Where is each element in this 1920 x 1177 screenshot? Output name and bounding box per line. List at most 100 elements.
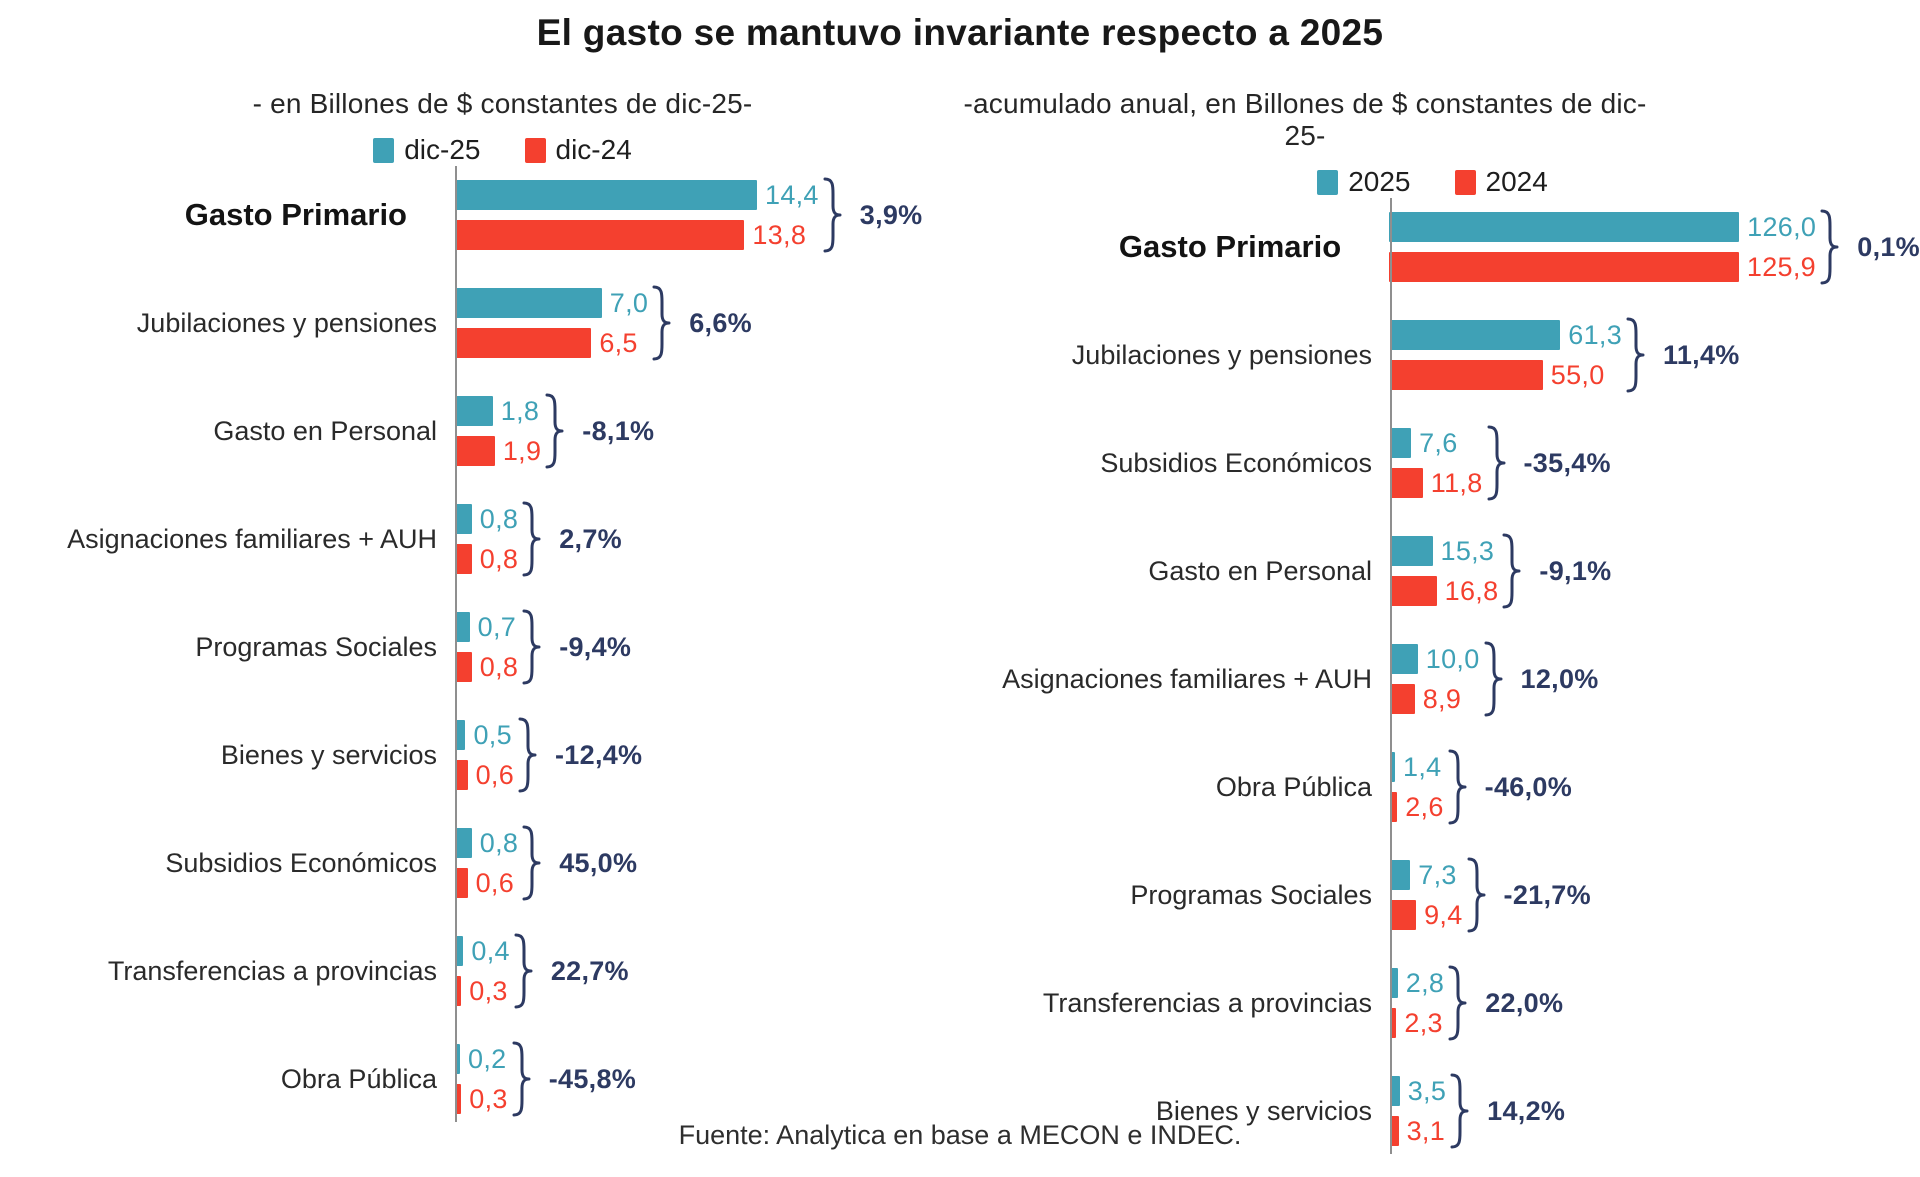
pct-change-label: 6,6% [689, 307, 752, 338]
category-label: Gasto en Personal [0, 415, 455, 448]
bar-2024 [1390, 684, 1415, 714]
bar-dic-25 [455, 1044, 460, 1074]
chart-row: Bienes y servicios 3,5 3,1 14,2% [945, 1072, 1920, 1150]
category-label-text: Gasto en Personal [213, 415, 437, 446]
brace-icon [1819, 208, 1839, 286]
pct-change-label: -9,1% [1539, 555, 1612, 586]
bar-line: 2,8 [1390, 968, 1444, 998]
bar-2024 [1390, 576, 1437, 606]
category-label: Programas Sociales [0, 631, 455, 664]
bar-line: 0,8 [455, 652, 518, 682]
bar-dic-24 [455, 868, 468, 898]
bar-2024 [1390, 792, 1398, 822]
bar-2025 [1389, 212, 1740, 242]
chart-header: - en Billones de $ constantes de dic-25-… [0, 88, 945, 166]
bar-line: 3,1 [1390, 1116, 1446, 1146]
bar-line: 126,0 [1389, 212, 1816, 242]
category-label: Bienes y servicios [945, 1095, 1390, 1128]
bar-line: 11,8 [1390, 468, 1483, 498]
bar-2024 [1390, 900, 1417, 930]
bar-dic-24 [455, 760, 468, 790]
category-label-text: Obra Pública [280, 1063, 437, 1094]
bar-2024 [1389, 252, 1739, 282]
bar-line: 0,3 [455, 1084, 508, 1114]
bar-dic-25 [455, 828, 472, 858]
bar-pair: 126,0 125,9 [1389, 212, 1816, 282]
charts-container: - en Billones de $ constantes de dic-25-… [0, 54, 1920, 1154]
legend-item-dic25: dic-25 [373, 134, 481, 166]
chart-row: Programas Sociales 0,7 0,8 -9,4% [0, 608, 945, 686]
brace-icon [1501, 532, 1521, 610]
chart-row: Jubilaciones y pensiones 61,3 55,0 11,4% [945, 316, 1920, 394]
bar-pair: 7,3 9,4 [1390, 860, 1463, 930]
chart-row: Transferencias a provincias 0,4 0,3 22,7% [0, 932, 945, 1010]
bar-dic-25 [455, 720, 466, 750]
bar-line: 125,9 [1389, 252, 1816, 282]
category-label-text: Gasto Primario [184, 197, 407, 233]
category-label: Subsidios Económicos [945, 447, 1390, 480]
brace-icon [521, 824, 541, 902]
bar-value-label: 13,8 [752, 219, 807, 250]
bar-line: 1,9 [455, 436, 541, 466]
bar-value-label: 0,5 [473, 719, 512, 750]
category-label: Gasto Primario [945, 228, 1389, 266]
category-label: Gasto en Personal [945, 555, 1390, 588]
bar-dic-24 [455, 544, 472, 574]
bar-pair: 0,7 0,8 [455, 612, 518, 682]
chart-subtitle: - en Billones de $ constantes de dic-25- [252, 88, 753, 119]
bar-line: 3,5 [1390, 1076, 1446, 1106]
bar-dic-25 [455, 180, 757, 210]
chart-row: Subsidios Económicos 7,6 11,8 -35,4% [945, 424, 1920, 502]
bar-dic-24 [455, 976, 462, 1006]
bar-dic-24 [455, 1084, 462, 1114]
pct-change-label: -12,4% [555, 739, 643, 770]
chart-row: Obra Pública 1,4 2,6 -46,0% [945, 748, 1920, 826]
bar-value-label: 16,8 [1444, 575, 1499, 606]
bar-2025 [1390, 428, 1412, 458]
category-label: Bienes y servicios [0, 739, 455, 772]
bar-line: 0,2 [455, 1044, 508, 1074]
bar-value-label: 3,5 [1407, 1075, 1447, 1106]
legend-item-2024: 2024 [1454, 166, 1548, 198]
bar-2025 [1390, 1076, 1400, 1106]
category-label-text: Bienes y servicios [220, 739, 437, 770]
chart-row: Bienes y servicios 0,5 0,6 -12,4% [0, 716, 945, 794]
bar-pair: 0,8 0,6 [455, 828, 518, 898]
bar-2025 [1390, 644, 1418, 674]
pct-change-label: 22,7% [550, 955, 629, 986]
bar-2024 [1390, 1008, 1397, 1038]
brace-icon [1447, 748, 1467, 826]
category-label-text: Asignaciones familiares + AUH [67, 523, 437, 554]
page-title: El gasto se mantuvo invariante respecto … [536, 12, 1384, 53]
bar-line: 0,6 [455, 760, 514, 790]
bar-pair: 0,8 0,8 [455, 504, 518, 574]
brace-icon [1483, 640, 1503, 718]
bar-pair: 7,6 11,8 [1390, 428, 1483, 498]
bar-value-label: 7,6 [1419, 427, 1458, 458]
bar-dic-24 [455, 328, 592, 358]
category-label-text: Gasto en Personal [1148, 555, 1372, 586]
chart-row: Gasto Primario 126,0 125,9 0,1% [945, 208, 1920, 286]
bar-line: 0,5 [455, 720, 514, 750]
bar-value-label: 8,9 [1422, 683, 1462, 714]
bar-2024 [1390, 468, 1423, 498]
bar-dic-25 [455, 936, 464, 966]
category-label: Jubilaciones y pensiones [945, 339, 1390, 372]
legend-label: dic-25 [404, 134, 481, 165]
legend-swatch-icon [373, 137, 395, 163]
legend-swatch-icon [1317, 169, 1339, 195]
bar-pair: 3,5 3,1 [1390, 1076, 1446, 1146]
bar-pair: 0,2 0,3 [455, 1044, 508, 1114]
category-label-text: Obra Pública [1215, 771, 1372, 802]
bar-value-label: 1,4 [1403, 751, 1442, 782]
bar-pair: 1,8 1,9 [455, 396, 541, 466]
bar-value-label: 1,9 [502, 435, 542, 466]
bar-line: 61,3 [1390, 320, 1622, 350]
chart-row: Obra Pública 0,2 0,3 -45,8% [0, 1040, 945, 1118]
bar-pair: 0,4 0,3 [455, 936, 510, 1006]
bar-line: 10,0 [1390, 644, 1480, 674]
bar-line: 15,3 [1390, 536, 1498, 566]
bar-line: 0,8 [455, 504, 518, 534]
brace-icon [1625, 316, 1645, 394]
